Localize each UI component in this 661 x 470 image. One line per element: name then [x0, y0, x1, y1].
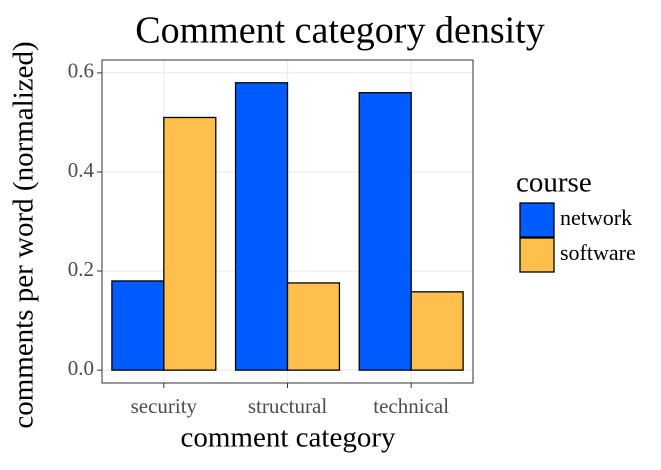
legend-key [519, 202, 555, 238]
bar [410, 291, 464, 371]
y-tick-label: 0.6 [68, 59, 94, 83]
legend-label: software [560, 240, 636, 265]
panel-border [101, 59, 474, 384]
bar [286, 282, 341, 371]
legend-label: network [560, 205, 632, 230]
chart-title: Comment category density [135, 10, 544, 52]
bar [163, 116, 217, 371]
x-axis-title: comment category [181, 422, 396, 454]
y-axis-title: comments per word (normalized) [8, 41, 40, 428]
bar [234, 82, 289, 371]
x-tick-label: technical [373, 394, 449, 418]
y-tick-label: 0.4 [68, 158, 95, 182]
x-tick-label: structural [248, 394, 327, 418]
legend-title: course [516, 167, 592, 199]
y-tick-label: 0.2 [68, 257, 94, 281]
bar [111, 280, 165, 371]
y-tick-label: 0.0 [68, 356, 94, 380]
bar [358, 92, 412, 371]
legend-key [519, 237, 555, 273]
x-tick-label: security [131, 394, 198, 418]
